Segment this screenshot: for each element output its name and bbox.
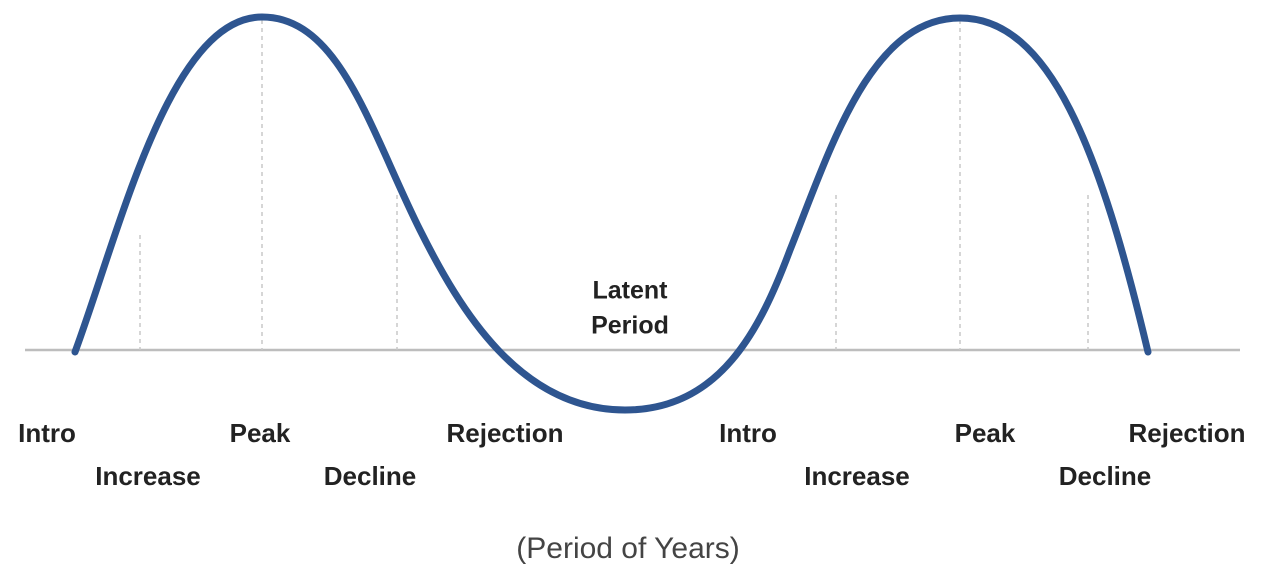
stage-label: Intro [719, 418, 777, 448]
latent-label: Latent [593, 277, 669, 305]
cycle-curve [71, 13, 1152, 414]
stage-guides [139, 20, 1089, 350]
stage-label: Increase [95, 461, 201, 491]
stage-label: Peak [230, 418, 291, 448]
stage-labels: Intro Increase Peak Decline Rejection Intro In… [18, 418, 1245, 491]
stage-label: Increase [804, 461, 910, 491]
stage-label: Peak [955, 418, 1016, 448]
stage-label: Rejection [446, 418, 563, 448]
latent-label: Period [591, 312, 669, 340]
axis-label: (Period of Years) [516, 532, 739, 565]
stage-label: Intro [18, 418, 76, 448]
stage-label: Decline [324, 461, 417, 491]
stage-label: Rejection [1128, 418, 1245, 448]
stage-label: Decline [1059, 461, 1152, 491]
